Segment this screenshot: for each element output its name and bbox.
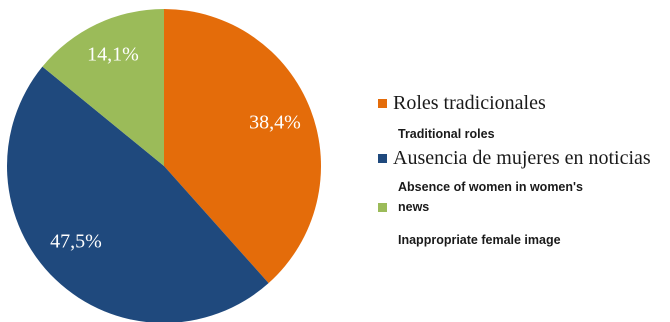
slice-ausencia [7, 66, 269, 322]
slice-roles-tradicionales [164, 9, 322, 284]
english-label-traditional-roles: Traditional roles [398, 127, 495, 141]
slice-green [42, 9, 165, 166]
english-label-news: news [398, 200, 430, 214]
legend-label-roles: Roles tradicionales [393, 92, 546, 114]
legend-swatch-green [378, 203, 387, 212]
legend-item-green [378, 203, 393, 212]
slice-roles-tradicionales-label: 38,4% [249, 112, 301, 134]
english-label-inappropriate: Inappropriate female image [398, 233, 561, 247]
pie-chart: 38,4% 47,5% 14,1% [7, 9, 322, 322]
legend-swatch-orange [378, 99, 387, 108]
slice-green-label: 14,1% [87, 44, 139, 66]
legend-item-roles: Roles tradicionales [378, 92, 546, 115]
legend-item-ausencia: Ausencia de mujeres en noticias [378, 147, 651, 170]
legend-swatch-blue [378, 154, 387, 163]
slice-ausencia-label: 47,5% [50, 231, 102, 253]
english-label-absence: Absence of women in women's [398, 180, 583, 194]
legend-label-ausencia: Ausencia de mujeres en noticias [393, 147, 651, 169]
